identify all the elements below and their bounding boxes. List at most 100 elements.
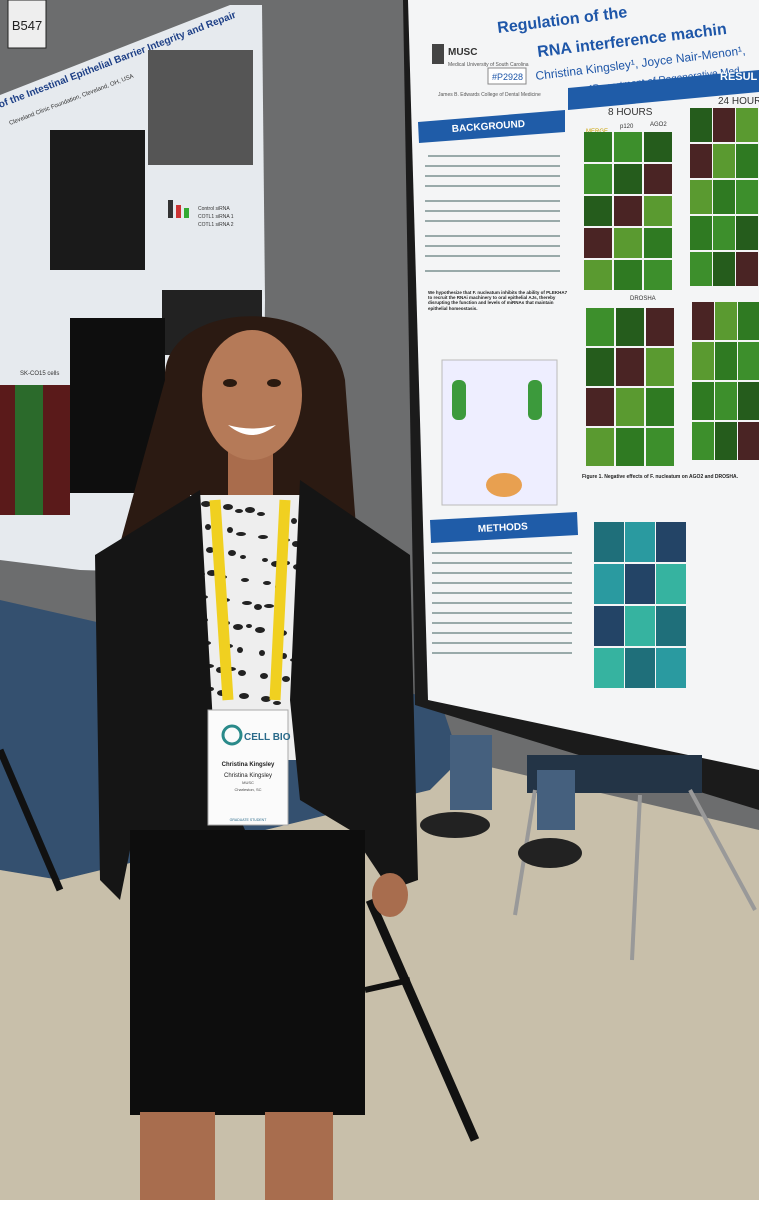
legend-entry: Control siRNA xyxy=(198,206,230,212)
cell-image xyxy=(594,606,624,646)
cell-image xyxy=(738,382,759,420)
spot xyxy=(228,550,236,556)
cell-image xyxy=(736,180,758,214)
jeans xyxy=(537,770,575,830)
cell-image xyxy=(736,252,758,286)
eye xyxy=(267,379,281,387)
spot xyxy=(235,509,243,513)
cell-image xyxy=(644,164,672,194)
spot xyxy=(223,504,233,510)
cell-image xyxy=(646,348,674,386)
section-header xyxy=(568,70,759,110)
cell-image xyxy=(715,422,737,460)
cell-image xyxy=(586,308,614,346)
spot xyxy=(206,547,214,553)
cell-image xyxy=(644,132,672,162)
result-grid xyxy=(584,108,759,688)
cell-image xyxy=(738,422,759,460)
spot xyxy=(238,670,246,676)
cell-image xyxy=(656,606,686,646)
cell-image xyxy=(736,144,758,178)
timepoint: 24 HOURS xyxy=(718,96,759,107)
booth-number: B547 xyxy=(12,18,42,33)
easel-leg xyxy=(365,898,480,1142)
cell-image xyxy=(713,252,735,286)
cell-image xyxy=(644,260,672,290)
easel-leg xyxy=(0,748,64,892)
cell-image xyxy=(594,648,624,688)
diagram-protein xyxy=(452,380,466,420)
cell-image xyxy=(715,382,737,420)
blazer xyxy=(290,480,418,890)
spot xyxy=(282,676,290,682)
spot xyxy=(258,535,268,539)
hypothesis-box: We hypothesize that F. nucleatum inhibit… xyxy=(428,290,568,311)
smile xyxy=(228,425,276,435)
cell-image xyxy=(690,180,712,214)
cell-image xyxy=(616,428,644,466)
spot xyxy=(240,555,246,559)
cell-image xyxy=(644,228,672,258)
cell-image xyxy=(614,196,642,226)
stain-label: p120 xyxy=(620,124,634,130)
section-title: METHODS xyxy=(478,521,529,535)
cell-image xyxy=(646,428,674,466)
body-text xyxy=(425,155,560,272)
bar-graphic xyxy=(168,200,173,218)
college: James B. Edwards College of Dental Medic… xyxy=(438,92,541,98)
panel-label: SK-CO15 cells xyxy=(20,371,59,377)
poster-id: #P2928 xyxy=(492,72,523,82)
jeans xyxy=(450,735,492,810)
bar-graphic xyxy=(176,205,181,218)
diagram-nucleus xyxy=(486,473,522,497)
poster-id-box xyxy=(487,67,527,85)
cell-image xyxy=(715,302,737,340)
section-header xyxy=(430,512,578,543)
section-header xyxy=(418,110,565,143)
face xyxy=(202,330,302,460)
logo: MUSC xyxy=(448,47,477,58)
section-title: RESUL xyxy=(720,71,758,83)
badge-logo xyxy=(221,724,243,746)
diagram-protein xyxy=(528,380,542,420)
chair-leg xyxy=(630,794,642,961)
shoe xyxy=(518,838,582,868)
cell-image xyxy=(586,388,614,426)
spot xyxy=(263,581,271,585)
hypothesis: We hypothesize that F. nucleatum inhibit… xyxy=(428,290,568,311)
stain-label: AGO2 xyxy=(650,122,667,128)
cell-image xyxy=(738,302,759,340)
cell-image xyxy=(644,196,672,226)
micrograph xyxy=(148,50,253,165)
cell-image xyxy=(713,180,735,214)
spot xyxy=(241,578,249,582)
spot xyxy=(255,627,265,633)
spot xyxy=(261,696,271,702)
stain-label: DROSHA xyxy=(630,296,656,302)
spot xyxy=(242,601,252,605)
spot xyxy=(273,701,281,705)
cell-image xyxy=(586,428,614,466)
cell-image xyxy=(690,144,712,178)
spot xyxy=(257,512,265,516)
spot xyxy=(201,501,211,507)
hand xyxy=(372,873,408,917)
spot xyxy=(236,532,246,536)
cell-image xyxy=(594,522,624,562)
cell-image xyxy=(584,132,612,162)
badge-city: Charleston, SC xyxy=(234,787,261,792)
cell-image xyxy=(692,342,714,380)
cell-image xyxy=(656,522,686,562)
cell-image xyxy=(586,348,614,386)
figure-caption: Figure 1. Negative effects of F. nucleat… xyxy=(582,474,739,480)
legend-entry: COTL1 siRNA 2 xyxy=(198,222,234,228)
cell-image xyxy=(738,342,759,380)
badge-name: Christina Kingsley xyxy=(222,762,275,768)
cell-image xyxy=(584,164,612,194)
spot xyxy=(245,507,255,513)
university: Medical University of South Carolina xyxy=(448,62,529,68)
cell-image xyxy=(656,564,686,604)
spot xyxy=(259,650,265,656)
timepoint: 8 HOURS xyxy=(608,107,653,118)
